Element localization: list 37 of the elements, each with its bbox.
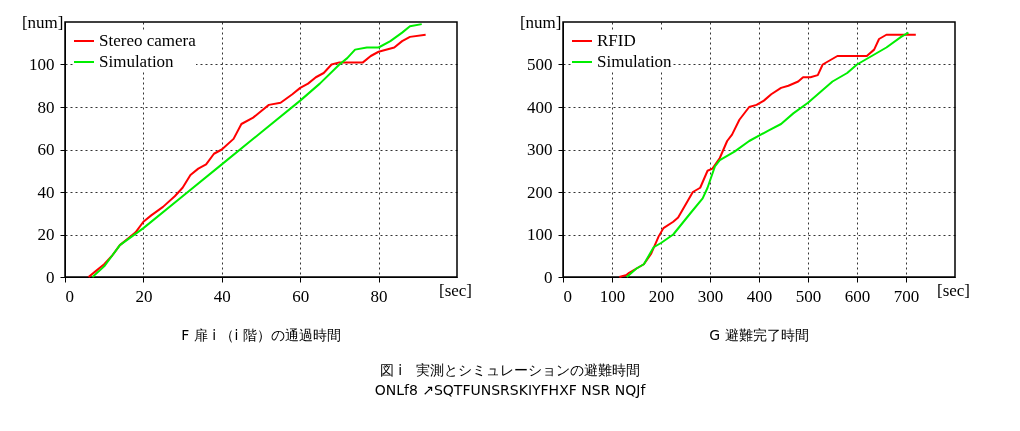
legend-label: Stereo camera: [99, 31, 197, 50]
x-tick-label: 200: [648, 286, 675, 306]
x-tick-label: 20: [135, 286, 153, 306]
text: G 避難完了時間: [709, 327, 809, 343]
x-tick-label: 40: [213, 286, 231, 306]
y-tick-label: 40: [37, 182, 55, 202]
text: F 扉 i （i 階）の通過時間: [181, 327, 341, 343]
x-axis-title: [sec]: [438, 280, 473, 300]
y-tick-label: 100: [527, 225, 553, 244]
x-tick-label: 80: [370, 286, 388, 306]
legend-label: Simulation: [99, 52, 175, 71]
y-tick-label: 60: [37, 140, 55, 159]
y-tick-label: 300: [527, 140, 553, 159]
y-axis-title: [num]: [519, 12, 562, 32]
y-tick-label: 0: [46, 267, 55, 287]
x-axis-title: [sec]: [936, 280, 971, 300]
text: ONLf8 ↗SQTFUNSRSKIYFHXF NSR NQJf: [373, 381, 647, 400]
y-tick-label: 0: [544, 267, 553, 287]
x-tick-label: 0: [563, 286, 572, 306]
y-tick-label: 20: [37, 225, 55, 244]
x-tick-label: 60: [292, 286, 310, 306]
y-tick-label: 200: [527, 182, 553, 202]
x-tick-label: 400: [746, 286, 773, 306]
x-tick-label: 600: [844, 286, 871, 306]
x-tick-label: 500: [795, 286, 822, 306]
x-tick-label: 0: [65, 286, 74, 306]
x-tick-label: 100: [599, 286, 626, 306]
x-tick-label: 700: [893, 286, 920, 306]
y-tick-label: 400: [527, 97, 553, 117]
legend-label: RFID: [597, 31, 636, 50]
legend-label: Simulation: [597, 52, 673, 71]
x-tick-label: 300: [697, 286, 724, 306]
y-tick-label: 80: [37, 97, 55, 117]
y-tick-label: 100: [29, 55, 55, 74]
y-axis-title: [num]: [21, 12, 64, 32]
text: 図 i 実測とシミュレーションの避難時間: [378, 361, 642, 380]
y-tick-label: 500: [527, 55, 553, 74]
